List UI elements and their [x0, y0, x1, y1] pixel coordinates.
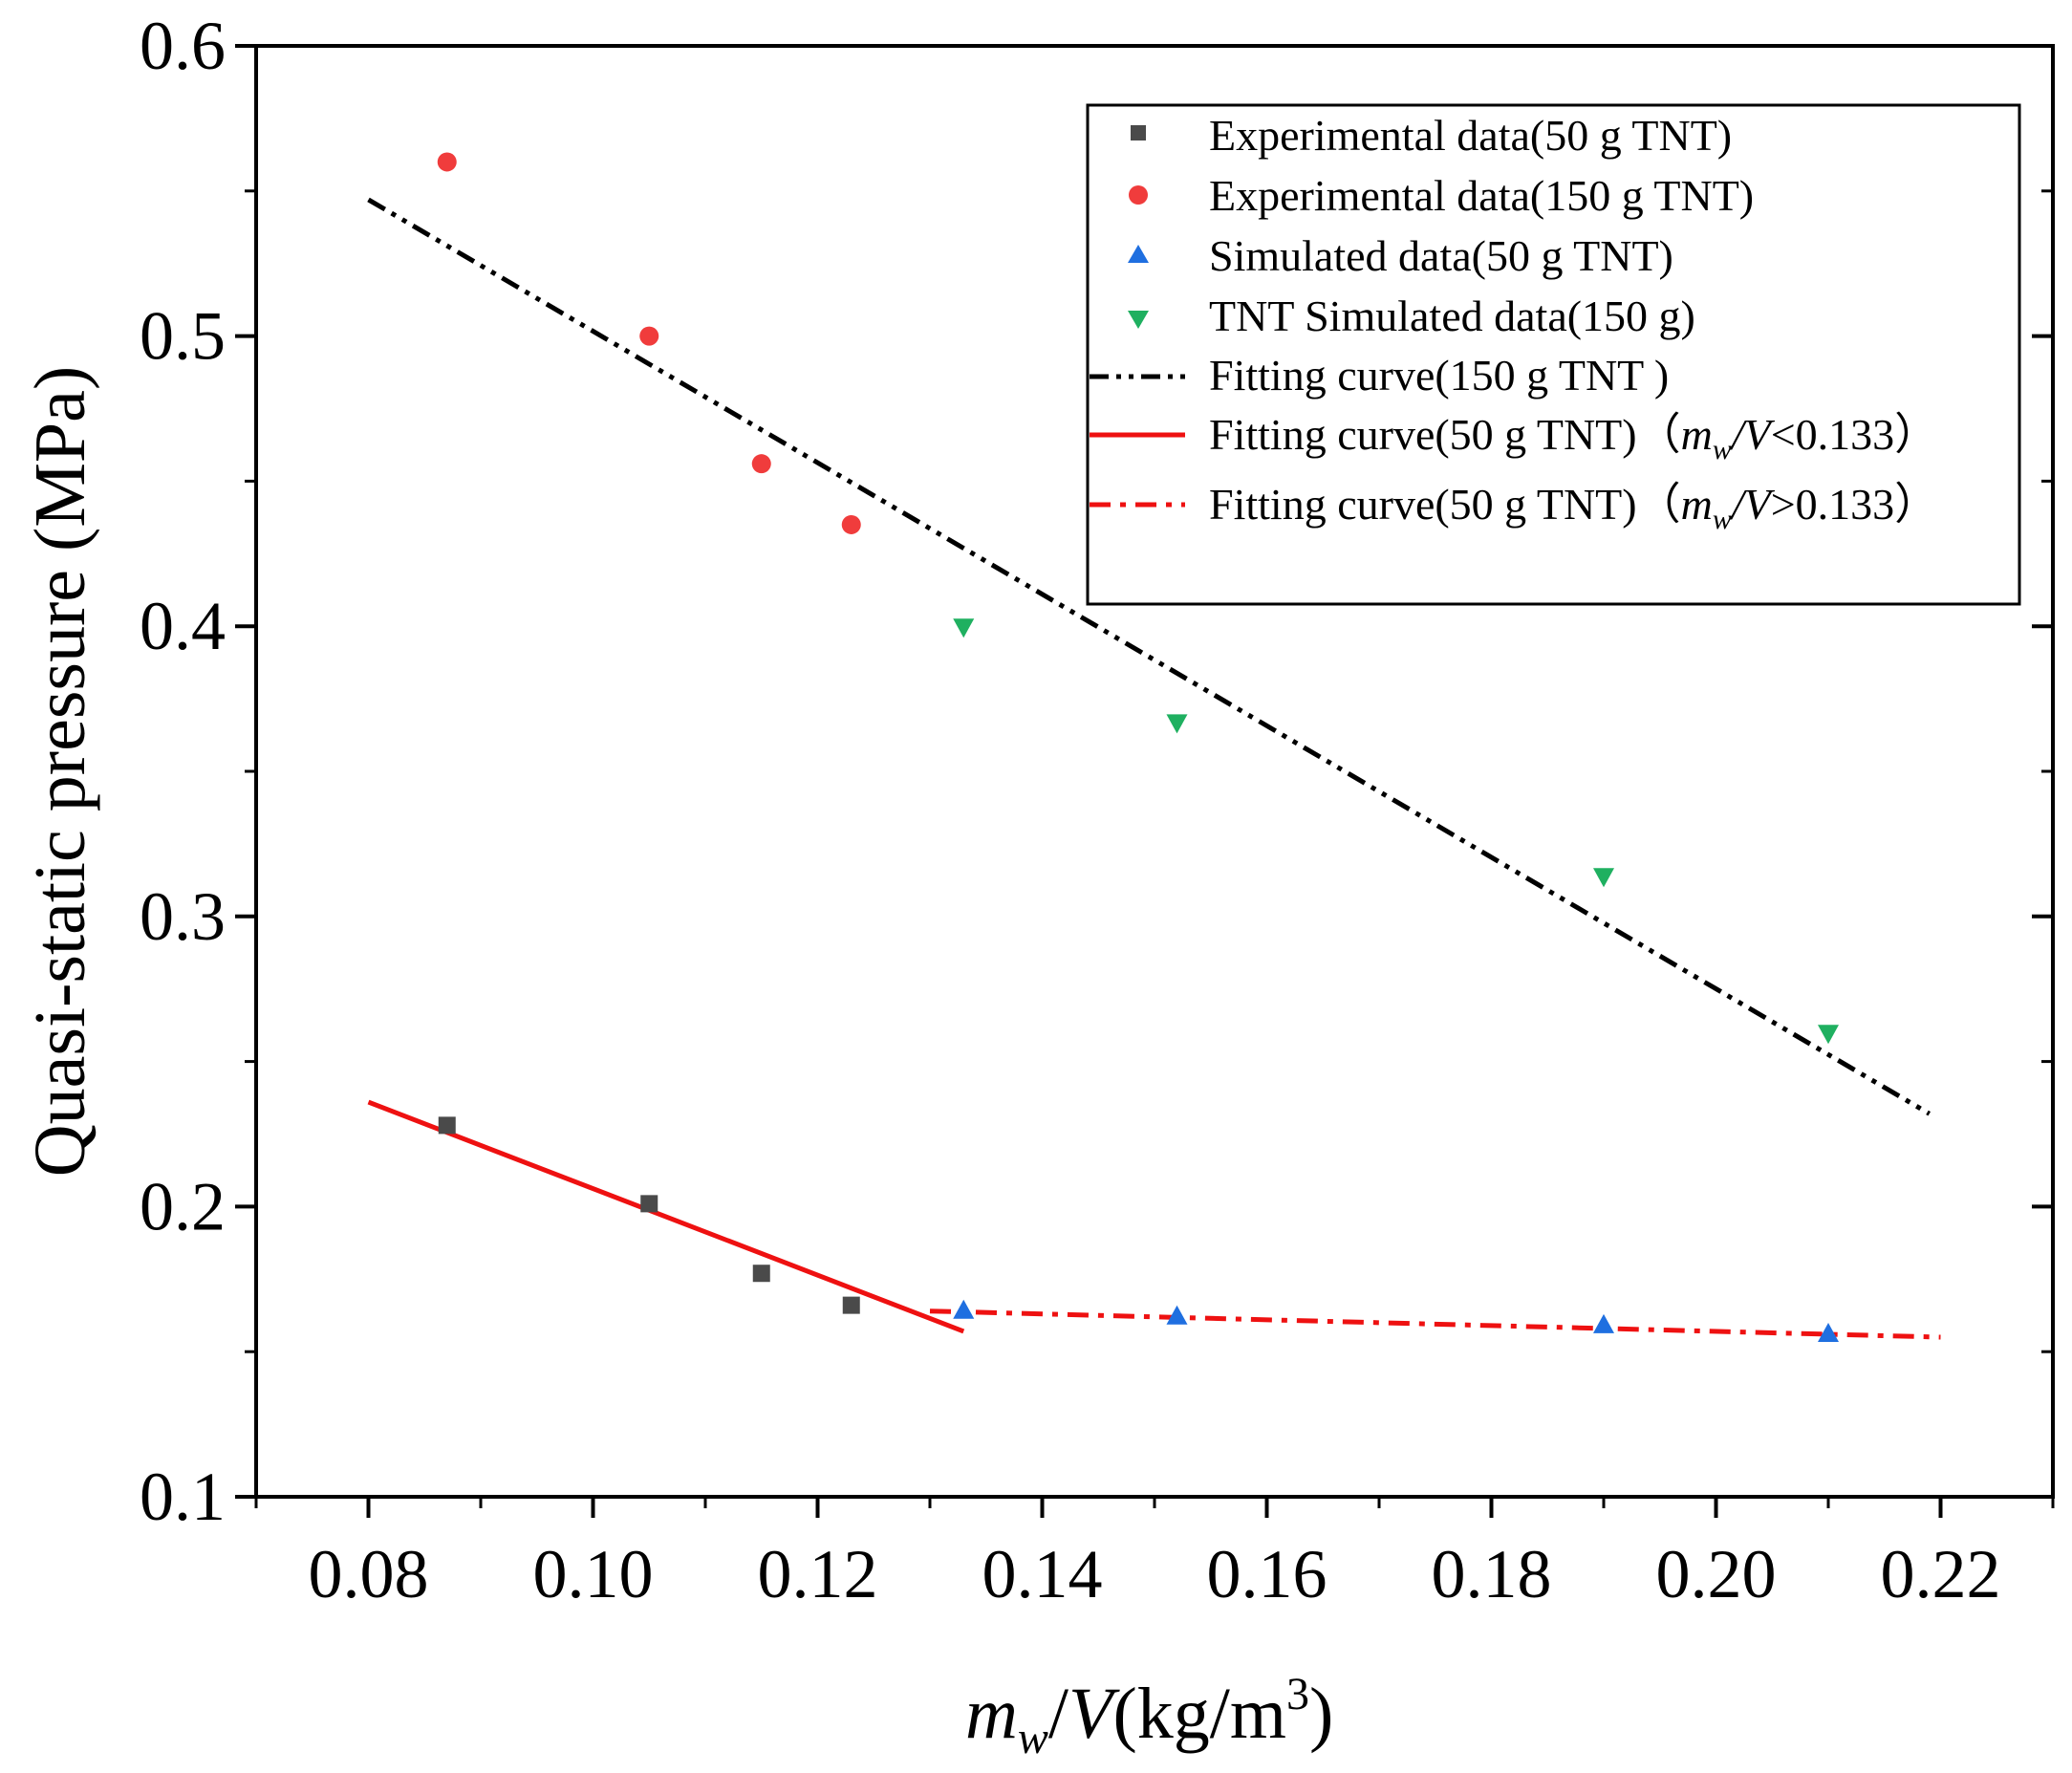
y-tick-label: 0.4	[140, 588, 226, 664]
data-point-circle	[437, 152, 457, 172]
x-tick-label: 0.18	[1432, 1536, 1552, 1612]
fit-line-0	[367, 197, 1932, 1116]
y-tick-label: 0.2	[140, 1168, 226, 1244]
data-point-triangle-down	[953, 618, 975, 638]
data-point-triangle-up	[1593, 1313, 1614, 1333]
fit-line-2	[929, 1308, 1941, 1340]
data-point-square	[752, 1265, 770, 1283]
data-point-circle	[751, 454, 771, 474]
data-point-triangle-up	[1818, 1322, 1839, 1342]
data-point-triangle-down	[1818, 1025, 1839, 1045]
y-tick-label: 0.6	[140, 8, 226, 84]
data-point-square	[842, 1296, 860, 1314]
fit-lines	[367, 197, 1941, 1340]
legend-label-fit-150: Fitting curve(150 g TNT )	[1209, 351, 1669, 400]
x-tick-label: 0.12	[758, 1536, 878, 1612]
y-axis: 0.1 0.2 0.3 0.4 0.5 0.6	[140, 8, 2053, 1535]
x-tick-label: 0.14	[982, 1536, 1103, 1612]
data-point-circle	[841, 514, 861, 534]
x-axis-title: mw/V(kg/m3)	[965, 1669, 1333, 1763]
data-point-triangle-up	[1166, 1305, 1188, 1325]
x-tick-label: 0.22	[1881, 1536, 2001, 1612]
legend-symbol-sim-50	[1128, 245, 1149, 263]
x-tick-label: 0.10	[533, 1536, 654, 1612]
y-tick-label: 0.3	[140, 878, 226, 955]
fit-line-1	[367, 1099, 965, 1334]
legend-symbol-sim-150	[1128, 311, 1149, 329]
x-tick-label: 0.16	[1207, 1536, 1327, 1612]
legend: Experimental data(50 g TNT) Experimental…	[1086, 103, 2021, 606]
data-point-triangle-down	[1593, 868, 1614, 888]
legend-label-sim-50: Simulated data(50 g TNT)	[1209, 231, 1673, 280]
data-point-square	[438, 1116, 456, 1135]
legend-symbol-exp-150	[1129, 185, 1148, 205]
x-tick-label: 0.08	[309, 1536, 429, 1612]
legend-label-exp-150: Experimental data(150 g TNT)	[1209, 171, 1754, 220]
data-point-triangle-down	[1166, 714, 1188, 734]
y-axis-title: Quasi-static pressure (MPa)	[20, 366, 100, 1177]
x-axis: 0.08 0.10 0.12 0.14 0.16 0.18 0.20 0.22	[254, 1497, 2055, 1612]
legend-label-exp-50: Experimental data(50 g TNT)	[1209, 111, 1732, 160]
y-tick-label: 0.1	[140, 1459, 226, 1535]
legend-label-fit-50-gt: Fitting curve(50 g TNT)（mw/V>0.133）	[1209, 480, 1938, 535]
data-point-circle	[639, 326, 659, 346]
legend-box	[1086, 103, 2021, 606]
y-tick-label: 0.5	[140, 298, 226, 375]
legend-label-sim-150: TNT Simulated data(150 g)	[1209, 292, 1695, 340]
legend-symbol-exp-50	[1131, 125, 1146, 141]
data-point-square	[640, 1195, 658, 1213]
data-markers	[437, 152, 1839, 1342]
x-tick-label: 0.20	[1656, 1536, 1777, 1612]
legend-label-fit-50-lt: Fitting curve(50 g TNT)（mw/V<0.133）	[1209, 410, 1938, 465]
data-point-triangle-up	[953, 1299, 975, 1319]
